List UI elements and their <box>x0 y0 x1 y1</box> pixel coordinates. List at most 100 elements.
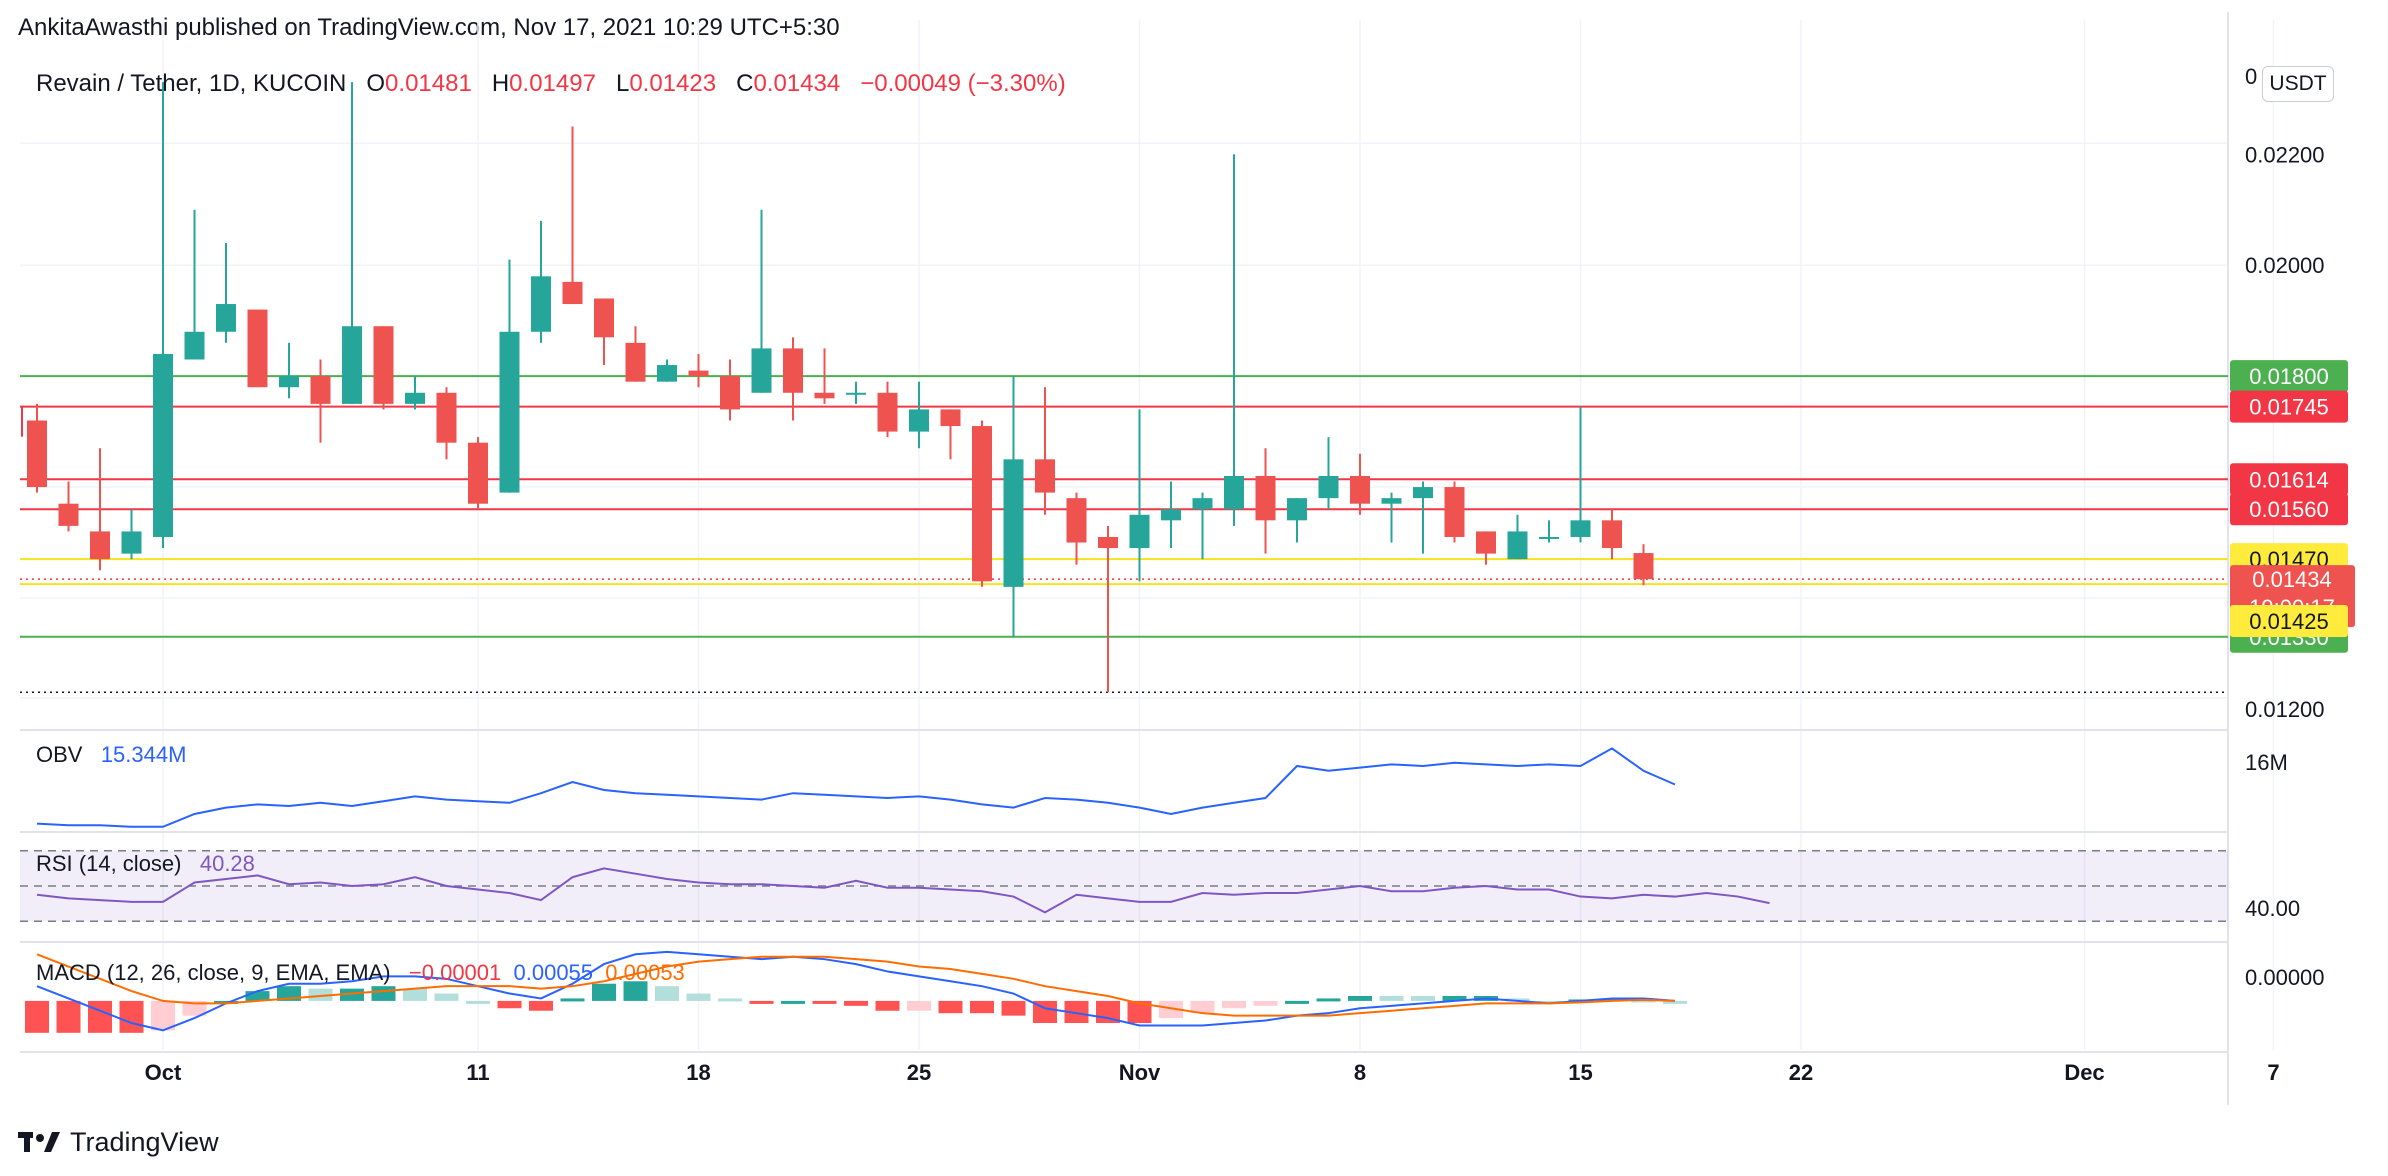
indicator-panes <box>25 747 1770 1033</box>
rsi-label: RSI (14, close) <box>36 851 182 876</box>
candle-body <box>1161 509 1181 521</box>
macd-hist-bar <box>718 998 742 1002</box>
horizontal-levels <box>20 375 2228 694</box>
candle-body <box>1003 459 1024 587</box>
macd-hist-bar <box>88 1000 112 1033</box>
candle-body <box>90 531 110 560</box>
level-label-bg <box>2230 463 2348 496</box>
candle-body <box>247 309 268 388</box>
candle-body <box>121 531 142 554</box>
candle-body <box>153 353 173 537</box>
close-value: 0.01434 <box>753 70 841 97</box>
rsi-line <box>36 867 1770 914</box>
candle-body <box>846 392 866 395</box>
macd-hist-bar <box>875 1000 900 1011</box>
macd-hist-bar <box>970 1000 994 1014</box>
macd-label: MACD (12, 26, close, 9, EMA, EMA) <box>36 960 391 985</box>
low-label: L <box>615 70 630 97</box>
macd-hist-bar <box>1316 998 1341 1002</box>
macd-hist-bar <box>1222 1000 1246 1009</box>
candles <box>27 82 1654 693</box>
macd-hist-bar <box>938 1000 963 1014</box>
rsi-axis-label: 40.00 <box>2245 896 2300 921</box>
candle-body <box>751 348 772 393</box>
candle-body <box>1035 459 1055 493</box>
candle-body <box>1318 475 1339 499</box>
macd-hist-bar <box>371 986 396 1001</box>
macd-hist-bar <box>434 993 459 1001</box>
candle-body <box>27 420 47 488</box>
candle-body <box>1570 520 1591 537</box>
macd-hist-bar <box>182 1000 207 1016</box>
candle-body <box>468 442 488 504</box>
high-value: 0.01497 <box>509 70 596 97</box>
candle-body <box>814 392 835 399</box>
time-tick: Oct <box>145 1060 182 1085</box>
candle-body <box>1192 498 1213 510</box>
candle <box>1318 437 1339 510</box>
candle <box>121 509 142 560</box>
candle <box>153 82 173 549</box>
candle-body <box>58 503 79 526</box>
candle-body <box>531 276 551 332</box>
time-tick: Nov <box>1119 1060 1161 1085</box>
currency-button[interactable]: USDT <box>2262 66 2334 102</box>
symbol-legend: Revain / Tether, 1D, KUCOIN O0.01481 H0.… <box>36 70 1066 98</box>
macd-hist-bar <box>529 1000 553 1011</box>
level-label: 0.01745 <box>2249 395 2329 420</box>
macd-hist-value: −0.00001 <box>408 960 502 985</box>
candle-body <box>877 392 898 432</box>
candle-body <box>1224 475 1244 510</box>
obv-line <box>36 747 1676 828</box>
candle <box>531 220 551 343</box>
level-label: 0.01614 <box>2249 467 2329 492</box>
macd-signal-value: 0.00053 <box>605 960 685 985</box>
footer-brand[interactable]: TradingView <box>70 1126 219 1157</box>
candle <box>1476 531 1496 565</box>
rsi-legend: RSI (14, close) 40.28 <box>36 851 255 877</box>
macd-hist-bar <box>749 1000 774 1004</box>
macd-hist-bar <box>1442 996 1467 1001</box>
candle <box>216 243 236 343</box>
macd-hist-bar <box>1379 996 1404 1001</box>
candle <box>846 381 866 404</box>
candle <box>1224 154 1244 526</box>
candle <box>909 381 929 449</box>
macd-hist-bar <box>686 993 711 1001</box>
macd-hist-bar <box>1253 1000 1278 1006</box>
rsi-band <box>20 850 2228 922</box>
candle-body <box>783 348 803 393</box>
candle-body <box>1287 498 1307 521</box>
candle <box>657 359 677 382</box>
macd-hist-bar <box>1159 1000 1183 1019</box>
macd-hist-bar <box>1285 1000 1309 1004</box>
signal-line <box>36 953 1676 1017</box>
candle <box>1507 514 1528 560</box>
candle <box>342 82 362 404</box>
candle-body <box>594 298 614 338</box>
macd-hist-bar <box>1631 999 1656 1003</box>
macd-hist-bar <box>1001 1000 1026 1016</box>
macd-hist-bar <box>308 988 333 1001</box>
candle <box>1602 509 1622 560</box>
macd-hist-bar <box>497 1000 522 1009</box>
candle-body <box>1507 531 1528 560</box>
candle-body <box>279 376 299 388</box>
candle <box>436 387 457 460</box>
macd-hist-bar <box>655 986 679 1001</box>
candle-body <box>405 392 425 404</box>
candle <box>373 326 394 410</box>
candle <box>1287 498 1307 543</box>
candle <box>1161 481 1181 549</box>
candle <box>468 437 488 510</box>
candle <box>1570 406 1591 543</box>
candle <box>594 298 614 366</box>
candle <box>1255 448 1276 554</box>
candle <box>27 403 47 493</box>
footer: TradingView <box>18 1124 219 1160</box>
time-tick: 8 <box>1354 1060 1366 1085</box>
price-tick: 0.02000 <box>2245 253 2325 278</box>
candle <box>751 209 772 393</box>
